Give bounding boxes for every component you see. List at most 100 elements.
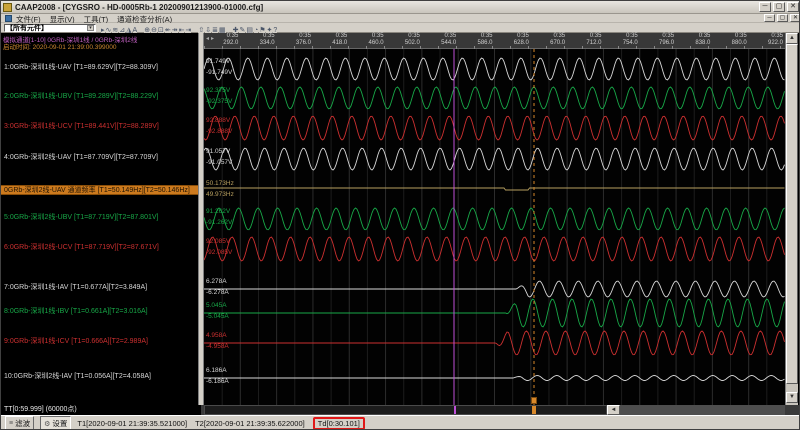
channel-row-2[interactable]: 2:0GRb-深圳1线-UBV [T1=89.289V][T2=88.229V] xyxy=(4,93,159,100)
menu-item-1[interactable]: 文件(F) xyxy=(16,15,41,24)
time-axis-label: 0:35 334.0 xyxy=(240,33,276,48)
clock-icon[interactable]: ◔ xyxy=(253,26,259,34)
channel-row-10[interactable]: 10:0GRb-深圳2线-IAV [T1=0.056A][T2=4.058A] xyxy=(4,373,151,380)
time-axis-label: 0:35 502.0 xyxy=(386,33,422,48)
last-icon[interactable]: ⇥ xyxy=(185,26,192,34)
scale-min-3: -92.888V xyxy=(206,128,233,135)
harmonic-icon[interactable]: ≋ xyxy=(112,26,119,34)
panel-splitter[interactable] xyxy=(198,33,204,405)
scale-max-2: 92.375V xyxy=(206,87,231,94)
window-controls: ─ ▢ ✕ xyxy=(759,2,799,12)
edit-icon[interactable]: ✎ xyxy=(239,26,246,34)
time-axis-label: 0:35 418.0 xyxy=(313,33,349,48)
waveform-trace-9 xyxy=(204,330,785,356)
waveform-trace-8 xyxy=(204,298,785,328)
first-icon[interactable]: ⇤ xyxy=(178,26,185,34)
time-axis-label: 0:35 292.0 xyxy=(204,33,240,48)
waveform-trace-4 xyxy=(204,147,785,171)
horizontal-scrollbar-thumb[interactable] xyxy=(204,405,607,415)
time-axis-time: 0:35 xyxy=(480,33,493,39)
time-axis-label: 0:35 670.0 xyxy=(531,33,567,48)
menu-item-2[interactable]: 显示(V) xyxy=(49,15,75,24)
channel-row-9[interactable]: 9:0GRb-深圳1线-ICV [T1=0.666A][T2=2.989A] xyxy=(4,338,148,345)
grid-icon[interactable]: ▦ xyxy=(218,26,226,34)
channel-row-7[interactable]: 7:0GRb-深圳1线-IAV [T1=0.677A][T2=3.849A] xyxy=(4,284,148,291)
settings-button[interactable]: ⚙ 设置 xyxy=(40,416,72,429)
time-axis-time: 0:35 xyxy=(698,33,711,39)
minimize-icon[interactable]: ─ xyxy=(759,2,771,12)
cursor-handle-icons[interactable]: ◂▸ xyxy=(206,36,217,42)
settings-icon[interactable]: ✦ xyxy=(266,26,273,34)
time-axis-ms: 334.0 xyxy=(259,40,275,46)
time-axis-label: 0:35 544.0 xyxy=(422,33,458,48)
report-icon[interactable]: ▤ xyxy=(246,26,253,34)
scale-min-5: -91.262V xyxy=(206,219,233,226)
zoom-reset-icon[interactable]: ⊡ xyxy=(157,26,164,34)
help-icon[interactable]: ? xyxy=(273,26,278,34)
close-icon[interactable]: ✕ xyxy=(790,14,799,22)
chevron-down-icon[interactable]: ▾ xyxy=(87,24,94,31)
waveform-trace-5 xyxy=(204,207,785,231)
channel-row-8[interactable]: 8:0GRb-深圳1线-IBV [T1=0.661A][T2=3.016A] xyxy=(4,308,148,315)
amplitude-up-icon[interactable]: ⇧ xyxy=(198,26,205,34)
filter-button[interactable]: ≡ 滤波 xyxy=(5,416,35,429)
vertical-scrollbar[interactable]: ▲ ▼ xyxy=(785,33,798,405)
vector-icon[interactable]: ⊿ xyxy=(119,26,126,34)
waveform-trace-7 xyxy=(204,280,785,298)
next-page-icon[interactable]: ↠ xyxy=(171,26,178,34)
time-axis-ms: 628.0 xyxy=(513,40,529,46)
time-axis-ms: 922.0 xyxy=(767,40,783,46)
window-title: CAAP2008 - [CYGSRO - HD-0005Rb-1 2020090… xyxy=(15,2,264,12)
maximize-icon[interactable]: ▢ xyxy=(773,2,785,12)
scroll-down-icon[interactable]: ▼ xyxy=(786,392,798,403)
record-duration-label: TT[0:59.999] (60000点) xyxy=(1,405,201,415)
minimize-icon[interactable]: ─ xyxy=(764,14,775,22)
channel-row-3[interactable]: 3:0GRb-深圳1线-UCV [T1=89.441V][T2=88.289V] xyxy=(4,123,159,130)
zoom-in-icon[interactable]: ⊕ xyxy=(144,26,151,34)
channel-row-1[interactable]: 1:0GRb-深圳1线-UAV [T1=89.629V][T2=88.309V] xyxy=(4,64,158,71)
horizontal-scrollbar-track[interactable] xyxy=(620,405,785,415)
time-axis-label: 0:35 628.0 xyxy=(495,33,531,48)
waveform-canvas[interactable] xyxy=(204,49,785,405)
channel-row-frequency-selected[interactable]: 0GRb-深圳2线-UAV 通道频率 [T1=50.149Hz][T2=50.1… xyxy=(1,185,198,195)
add-channel-icon[interactable]: ✚ xyxy=(232,26,239,34)
time-axis-ms: 502.0 xyxy=(404,40,420,46)
waveform-area: ◂▸ 0:35 292.0 0:35 334.0 0:35 376.0 0:35 418.0 0… xyxy=(204,33,785,405)
element-filter-combobox[interactable]: 【所有元件】 ▾ xyxy=(4,23,96,32)
time-axis-ms: 796.0 xyxy=(659,40,675,46)
menu-item-3[interactable]: 工具(T) xyxy=(83,15,109,24)
sequence-icon[interactable]: ◮ xyxy=(126,26,132,34)
channel-list-panel: 模拟通道[1-10] 0GRb-深圳1线 / 0GRb-深圳2线 启动时间: 2… xyxy=(1,33,198,405)
close-icon[interactable]: ✕ xyxy=(787,2,799,12)
scroll-up-icon[interactable]: ▲ xyxy=(786,33,798,44)
time-axis-ms: 460.0 xyxy=(368,40,384,46)
sine-icon[interactable]: ∿ xyxy=(105,26,112,34)
menu-item-4[interactable]: 通道检查分析(A) xyxy=(117,15,173,24)
list-icon[interactable]: ≣ xyxy=(212,26,218,34)
channel-row-6[interactable]: 6:0GRb-深圳2线-UCV [T1=87.719V][T2=87.671V] xyxy=(4,244,159,251)
main-area: 模拟通道[1-10] 0GRb-深圳1线 / 0GRb-深圳2线 启动时间: 2… xyxy=(1,33,799,405)
play-icon[interactable]: ▸ xyxy=(101,26,105,34)
scale-min-10: -6.186A xyxy=(206,378,229,385)
cursor-t2-marker[interactable] xyxy=(531,397,537,404)
flag-icon[interactable]: ⚑ xyxy=(259,26,266,34)
time-axis-time: 0:35 xyxy=(517,33,529,39)
time-axis-time: 0:35 xyxy=(626,33,638,39)
amplitude-down-icon[interactable]: ⇩ xyxy=(205,26,212,34)
vertical-scrollbar-thumb[interactable] xyxy=(786,44,798,384)
scale-max-9: 4.958A xyxy=(206,332,227,339)
scale-max-6: 92.085V xyxy=(206,238,231,245)
text-icon[interactable]: A xyxy=(132,26,138,34)
scroll-left-icon[interactable]: ◄ xyxy=(607,405,620,415)
maximize-icon[interactable]: ▢ xyxy=(777,14,788,22)
time-axis-ms: 292.0 xyxy=(223,40,239,46)
channel-row-5[interactable]: 5:0GRb-深圳2线-UBV [T1=87.719V][T2=87.801V] xyxy=(4,214,159,221)
time-axis-label: 0:35 796.0 xyxy=(640,33,676,48)
waveform-trace-2 xyxy=(204,86,785,110)
channel-row-4[interactable]: 4:0GRb-深圳2线-UAV [T1=87.709V][T2=87.709V] xyxy=(4,154,158,161)
scale-min-f: 49.973Hz xyxy=(206,191,234,198)
time-axis-ms: 754.0 xyxy=(622,40,638,46)
zoom-out-icon[interactable]: ⊖ xyxy=(151,26,157,34)
prev-page-icon[interactable]: ↞ xyxy=(164,26,171,34)
